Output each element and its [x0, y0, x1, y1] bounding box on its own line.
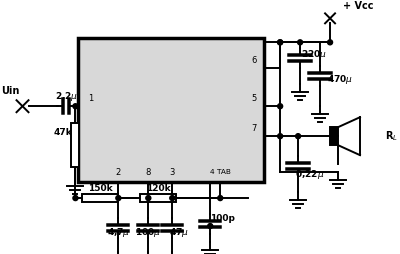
- Text: + Vcc: + Vcc: [343, 1, 373, 11]
- Text: 2: 2: [116, 168, 121, 177]
- Text: 150k: 150k: [88, 184, 113, 193]
- Text: 6: 6: [252, 56, 257, 65]
- Circle shape: [218, 196, 223, 201]
- Text: 2,2$\mu$: 2,2$\mu$: [55, 90, 78, 103]
- Text: 120k: 120k: [146, 184, 171, 193]
- Circle shape: [73, 196, 78, 201]
- Circle shape: [208, 224, 213, 229]
- Text: 47k: 47k: [53, 128, 72, 137]
- Text: 47$\mu$: 47$\mu$: [169, 226, 189, 239]
- Circle shape: [328, 40, 332, 45]
- Text: 8: 8: [146, 168, 151, 177]
- Circle shape: [278, 104, 283, 109]
- Bar: [82, 194, 118, 202]
- Text: 4,7$\mu$: 4,7$\mu$: [107, 226, 130, 239]
- Circle shape: [296, 134, 300, 139]
- Circle shape: [298, 40, 302, 45]
- Bar: [72, 123, 80, 167]
- Circle shape: [73, 104, 78, 109]
- Bar: [78, 38, 264, 182]
- Bar: [330, 127, 338, 145]
- Circle shape: [170, 196, 175, 201]
- Circle shape: [278, 40, 283, 45]
- Text: 3: 3: [170, 168, 175, 177]
- Text: 470$\mu$: 470$\mu$: [327, 73, 353, 86]
- Circle shape: [116, 196, 121, 201]
- Text: 0,22$\mu$: 0,22$\mu$: [295, 168, 325, 181]
- Text: 220$\mu$: 220$\mu$: [301, 48, 327, 61]
- Text: 100$\mu$: 100$\mu$: [135, 226, 161, 239]
- Text: R$_L$: R$_L$: [386, 129, 398, 143]
- Circle shape: [278, 134, 283, 139]
- Text: 5: 5: [252, 94, 257, 103]
- Text: 7: 7: [252, 124, 257, 133]
- Bar: [140, 194, 176, 202]
- Text: 4 TAB: 4 TAB: [210, 169, 231, 175]
- Text: Uin: Uin: [1, 86, 20, 96]
- Text: 1: 1: [88, 94, 93, 103]
- Text: 100p: 100p: [210, 214, 235, 223]
- Circle shape: [278, 40, 283, 45]
- Circle shape: [146, 196, 151, 201]
